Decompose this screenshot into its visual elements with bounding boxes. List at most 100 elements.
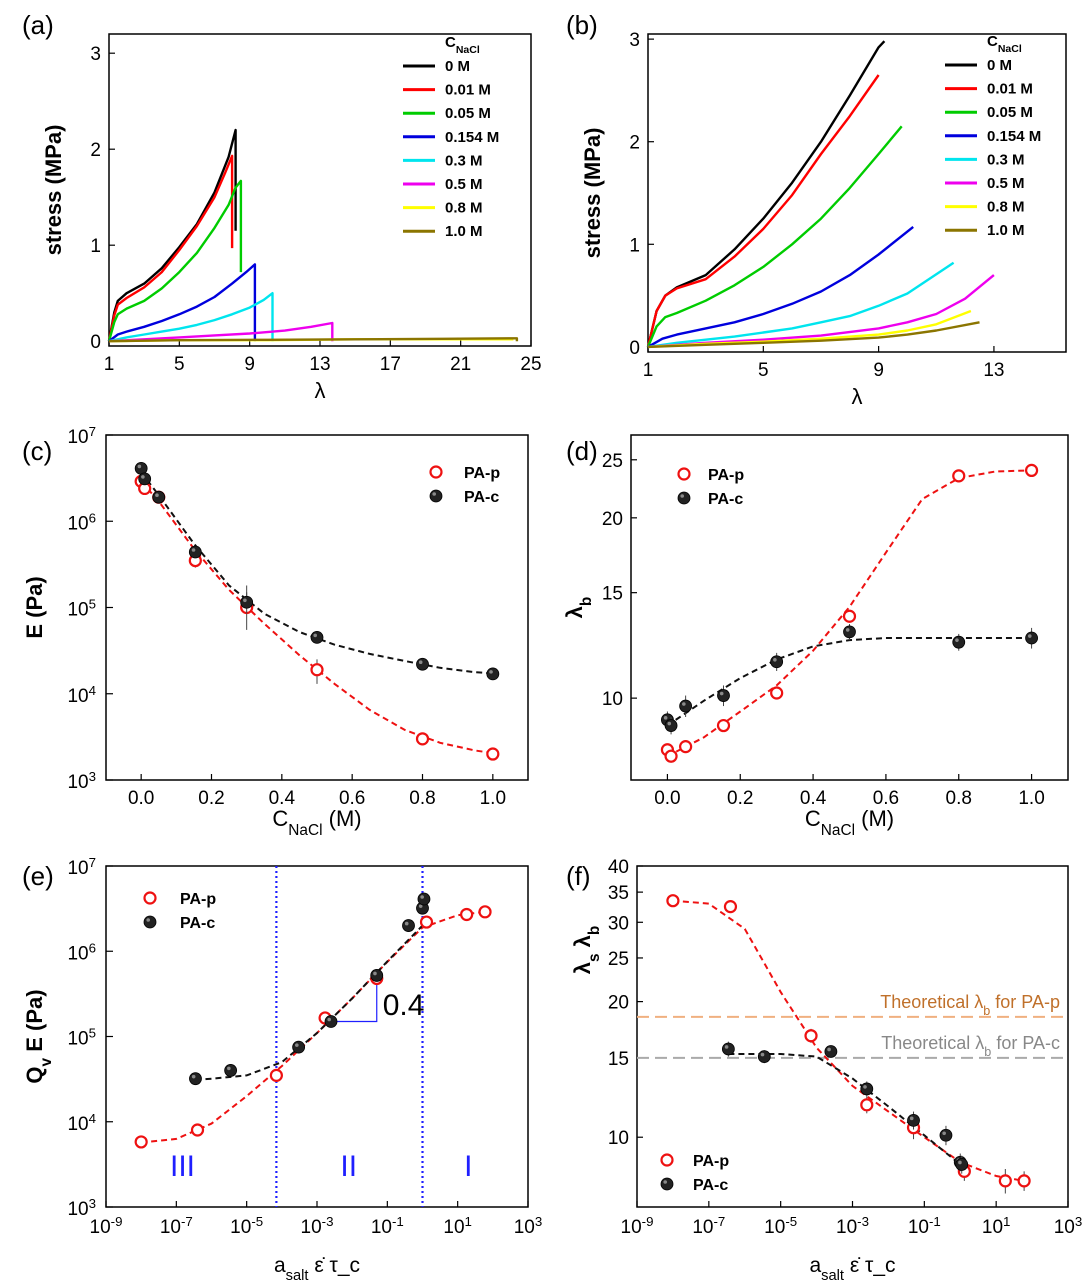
y-axis-tick-label: 20 [608, 993, 629, 1014]
x-axis-tick-label: 101 [443, 1214, 472, 1239]
data-point-pa-p [770, 686, 784, 700]
legend-label-0-5-m: 0.5 M [445, 176, 483, 193]
series-line-0-05-m [646, 125, 903, 348]
data-point-pa-c [679, 699, 693, 713]
reference-label-1: Theoretical λb for PA-c [881, 1033, 1060, 1059]
data-point-pa-c [1025, 631, 1038, 645]
panel-d: (d) 0.0 0.2 0.4 0.6 0.8 1.0 10 15 20 25 CNaCl (M) λ… [562, 434, 1069, 839]
legend-label-0-8-m: 0.8 M [987, 199, 1025, 216]
legend-label-0-8-m: 0.8 M [445, 200, 483, 217]
y-axis-label: Qv E (Pa) [22, 989, 55, 1083]
data-point-pa-c-highlight [327, 1017, 331, 1022]
data-point-pa-c [189, 1072, 202, 1086]
legend-label-1-0-m: 1.0 M [445, 223, 483, 240]
x-axis-tick-label: 10-7 [160, 1214, 193, 1239]
data-point-pa-c-highlight [773, 657, 777, 662]
panel-a-label: (a) [22, 10, 54, 40]
panel-c: (c) 0.0 0.2 0.4 0.6 0.8 1.0 103 104 105 106 107 CNa… [22, 424, 529, 839]
x-axis-tick-label: 103 [514, 1214, 543, 1239]
x-axis-tick-label: 103 [1054, 1214, 1083, 1239]
data-point-pa-c-highlight [418, 904, 423, 908]
data-point-pa-c [152, 490, 166, 504]
x-axis-tick-label: 17 [380, 354, 401, 375]
y-axis-tick-label: 30 [608, 913, 629, 934]
data-point-pa-c [843, 625, 856, 639]
region-label-ii: II [340, 1150, 357, 1183]
legend-marker-pa-c-highlight [663, 1180, 667, 1184]
y-axis-tick-label: 2 [90, 140, 101, 161]
data-point-pa-c-highlight [313, 633, 318, 638]
data-point-pa-p [723, 900, 738, 914]
data-point-pa-p [486, 747, 500, 761]
fit-line-0 [672, 899, 1025, 1182]
data-point-pa-c [824, 1045, 838, 1058]
region-label-i: I [464, 1150, 472, 1183]
x-axis-tick-label: 1.0 [1018, 788, 1044, 809]
x-axis-tick-label: 10-3 [301, 1214, 334, 1239]
data-point-pa-p [460, 907, 474, 922]
data-point-pa-c [224, 1064, 238, 1077]
data-point-pa-c [860, 1082, 874, 1096]
x-axis-label: λ [315, 378, 326, 403]
y-axis-label: E (Pa) [22, 576, 47, 638]
legend-label-pa-p: PA-p [464, 465, 500, 482]
legend-label-0-01-m: 0.01 M [987, 81, 1033, 98]
data-point-pa-c-highlight [373, 971, 377, 976]
data-point-pa-c-highlight [719, 691, 724, 696]
legend-marker-pa-c-highlight [146, 918, 150, 922]
series-line-0-m [646, 40, 886, 348]
data-point-pa-c [717, 689, 730, 702]
y-axis-tick-label: 1 [90, 236, 101, 257]
data-point-pa-c-highlight [845, 628, 850, 632]
y-axis-tick-label: 3 [90, 44, 101, 65]
panel-d-plot-area [630, 434, 1069, 781]
data-point-pa-p [190, 1123, 205, 1137]
legend-marker-pa-c [677, 491, 691, 505]
panel-b-label: (b) [566, 10, 598, 40]
data-point-pa-c-highlight [827, 1047, 831, 1052]
panel-c-plot-area [105, 434, 529, 781]
y-axis-tick-label: 107 [67, 424, 96, 449]
x-axis-tick-label: 0.2 [198, 788, 224, 809]
x-axis-tick-label: 0.0 [654, 788, 680, 809]
data-point-pa-c [324, 1015, 338, 1028]
y-axis-label: λs λb [570, 926, 603, 975]
data-point-pa-c-highlight [155, 493, 159, 498]
x-axis-tick-label: 0.0 [128, 788, 154, 809]
y-axis-tick-label: 106 [67, 510, 96, 535]
data-point-pa-c-highlight [191, 1074, 196, 1079]
data-point-pa-p [415, 732, 430, 746]
legend-title: CNaCl [987, 33, 1022, 55]
region-label-iii: III [170, 1150, 195, 1183]
legend-label-0-154-m: 0.154 M [987, 128, 1041, 145]
data-point-pa-c [664, 719, 678, 732]
legend-label-0-3-m: 0.3 M [987, 151, 1025, 168]
data-point-pa-p [860, 1098, 874, 1112]
fit-line-1 [666, 637, 1032, 727]
x-axis-tick-label: 10-9 [621, 1214, 654, 1239]
data-point-pa-p [310, 663, 324, 677]
legend-marker-pa-c [660, 1177, 674, 1191]
data-point-pa-p [679, 740, 693, 754]
data-point-pa-c [370, 969, 384, 982]
legend-label-0-5-m: 0.5 M [987, 175, 1025, 192]
y-axis-tick-label: 104 [67, 682, 96, 707]
legend-label-1-0-m: 1.0 M [987, 222, 1025, 239]
y-axis-tick-label: 25 [602, 451, 623, 472]
data-point-pa-c-highlight [942, 1131, 946, 1136]
data-point-pa-p [952, 469, 966, 483]
data-point-pa-c-highlight [955, 638, 959, 642]
y-axis-tick-label: 3 [629, 30, 640, 51]
x-axis-tick-label: 10-1 [908, 1214, 941, 1239]
legend-marker-pa-c [429, 489, 443, 503]
series-line-0-154-m [647, 225, 914, 348]
legend-label-pa-p: PA-p [708, 467, 744, 484]
data-point-pa-c-highlight [420, 895, 424, 899]
data-point-pa-p [1024, 463, 1039, 478]
y-axis-tick-label: 104 [67, 1110, 96, 1135]
x-axis-tick-label: 0.8 [946, 788, 972, 809]
panel-b-plot-area [647, 33, 1067, 353]
panel-c-label: (c) [22, 436, 52, 466]
data-point-pa-c-highlight [227, 1066, 231, 1071]
